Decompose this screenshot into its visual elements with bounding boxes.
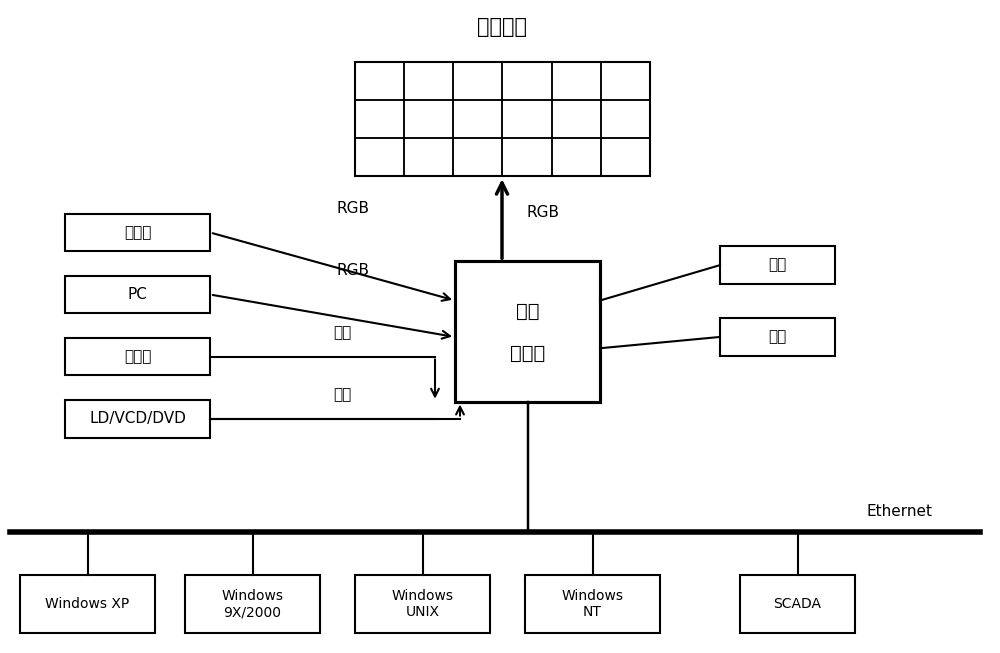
Bar: [65, 400, 210, 438]
Text: Windows
UNIX: Windows UNIX: [392, 589, 454, 619]
Text: LD/VCD/DVD: LD/VCD/DVD: [89, 411, 186, 426]
Text: Ethernet: Ethernet: [867, 504, 933, 519]
Bar: [20, 575, 155, 633]
Text: 显示墙体: 显示墙体: [477, 18, 527, 37]
Bar: [720, 246, 835, 284]
Text: PC: PC: [128, 287, 147, 302]
Text: Windows
NT: Windows NT: [562, 589, 624, 619]
Bar: [740, 575, 855, 633]
Text: RGB: RGB: [336, 263, 369, 278]
Bar: [720, 318, 835, 356]
Text: RGB: RGB: [336, 201, 369, 216]
Bar: [185, 575, 320, 633]
Text: Windows XP: Windows XP: [45, 597, 130, 611]
Text: 视频: 视频: [333, 325, 352, 340]
Text: Windows
9X/2000: Windows 9X/2000: [222, 589, 284, 619]
Text: SCADA: SCADA: [774, 597, 822, 611]
Bar: [355, 575, 490, 633]
Text: 摄像机: 摄像机: [124, 349, 151, 364]
Bar: [65, 276, 210, 313]
Text: 鼠标: 鼠标: [768, 330, 787, 344]
Text: 视频: 视频: [333, 387, 352, 402]
Bar: [355, 62, 650, 176]
Text: 工作站: 工作站: [124, 225, 151, 240]
Bar: [455, 261, 600, 402]
Text: RGB: RGB: [527, 205, 560, 219]
Text: 键盘: 键盘: [768, 258, 787, 272]
Text: 多屏: 多屏: [516, 302, 539, 321]
Bar: [65, 214, 210, 251]
Text: 处理器: 处理器: [510, 344, 545, 363]
Bar: [65, 338, 210, 375]
Bar: [525, 575, 660, 633]
